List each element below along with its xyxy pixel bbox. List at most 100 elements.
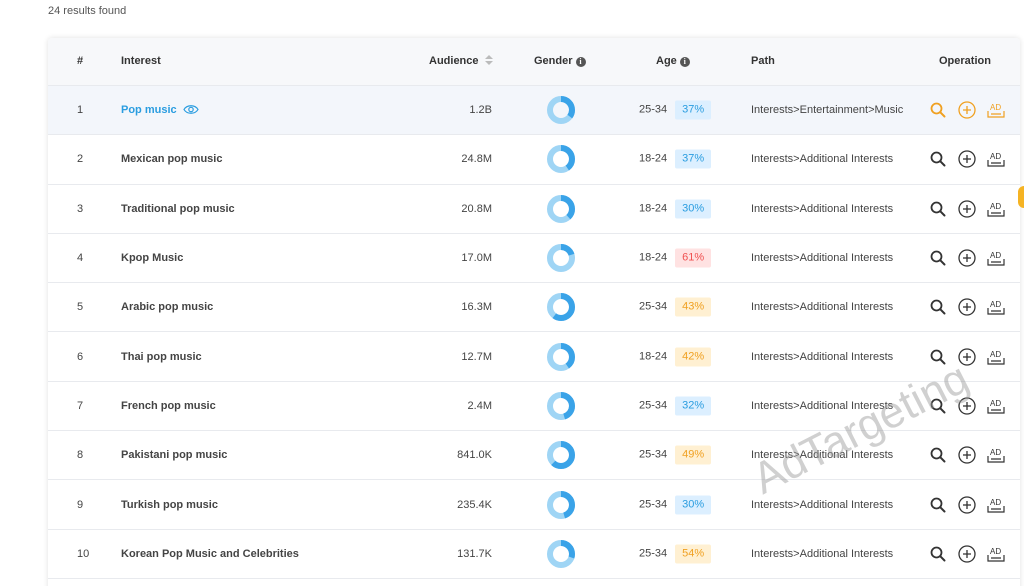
age-cell: 25-34 32%	[639, 396, 712, 416]
audience-size: 1.2B	[469, 104, 492, 117]
ad-icon-text: AD	[990, 152, 1001, 161]
interest-label: Mexican pop music	[121, 153, 223, 166]
plus-circle-icon[interactable]	[957, 445, 977, 465]
interest-name: Kpop Music	[121, 252, 183, 264]
plus-circle-icon[interactable]	[957, 100, 977, 120]
gender-donut-chart	[547, 342, 575, 371]
search-icon[interactable]	[928, 544, 948, 564]
ad-icon-text: AD	[990, 103, 1001, 112]
interest-path: Interests>Additional Interests	[751, 399, 894, 412]
header-number: #	[77, 55, 84, 67]
interest-path: Interests>Additional Interests	[751, 252, 894, 265]
search-icon[interactable]	[928, 199, 948, 219]
plus-circle-icon[interactable]	[957, 149, 977, 169]
table-row: 9 Turkish pop music 235.4K 25-34 30% Inte…	[48, 480, 1020, 530]
operation-group: AD	[928, 297, 1008, 317]
plus-circle-icon[interactable]	[957, 297, 977, 317]
interest-path: Interests>Entertainment>Music	[751, 104, 904, 117]
age-range: 25-34	[639, 547, 668, 560]
gender-donut-chart	[547, 391, 575, 420]
row-number: 5	[77, 301, 84, 314]
interest-name: Turkish pop music	[121, 499, 218, 511]
age-cell: 25-34 43%	[639, 297, 712, 317]
row-number: 8	[77, 449, 84, 462]
interest-label: French pop music	[121, 399, 216, 412]
interest-label: Kpop Music	[121, 252, 184, 265]
header-path: Path	[751, 55, 775, 67]
interest-name: Pakistani pop music	[121, 449, 227, 461]
interest-name: Mexican pop music	[121, 153, 222, 165]
audience-size: 20.8M	[461, 202, 492, 215]
age-range: 25-34	[639, 300, 668, 313]
gender-donut-chart	[547, 539, 575, 568]
search-icon[interactable]	[928, 248, 948, 268]
interest-path: Interests>Additional Interests	[751, 202, 894, 215]
table-row: 10 Korean Pop Music and Celebrities 131.…	[48, 530, 1020, 579]
side-scroll-handle[interactable]	[1018, 186, 1024, 208]
row-number: 6	[77, 350, 84, 363]
ad-icon-text: AD	[990, 399, 1001, 408]
interest-path: Interests>Additional Interests	[751, 449, 894, 462]
plus-circle-icon[interactable]	[957, 495, 977, 515]
audience-size: 2.4M	[467, 399, 492, 412]
gender-donut-chart	[547, 293, 575, 322]
ad-icon[interactable]: AD	[986, 495, 1006, 515]
audience-size: 16.3M	[461, 301, 492, 314]
search-icon[interactable]	[928, 445, 948, 465]
table-row: 3 Traditional pop music 20.8M 18-24 30% I…	[48, 185, 1020, 234]
ad-icon[interactable]: AD	[986, 100, 1006, 120]
ad-icon[interactable]: AD	[986, 347, 1006, 367]
info-icon[interactable]: i	[679, 57, 690, 67]
interest-label[interactable]: Pop music	[121, 104, 177, 117]
interests-table: # Interest Audience Gender i Age i Path Op…	[48, 38, 1020, 586]
results-count: 24 results found	[48, 5, 127, 17]
plus-circle-icon[interactable]	[957, 347, 977, 367]
interest-name[interactable]: Pop music	[121, 104, 199, 116]
ad-icon[interactable]: AD	[986, 544, 1006, 564]
ad-icon[interactable]: AD	[986, 445, 1006, 465]
age-percent-badge: 37%	[675, 149, 712, 169]
search-icon[interactable]	[928, 347, 948, 367]
search-icon[interactable]	[928, 396, 948, 416]
ad-icon[interactable]: AD	[986, 248, 1006, 268]
gender-donut-chart	[547, 96, 575, 125]
search-icon[interactable]	[928, 149, 948, 169]
plus-circle-icon[interactable]	[957, 544, 977, 564]
header-audience-sortable[interactable]: Audience	[429, 55, 493, 67]
age-range: 18-24	[639, 202, 668, 215]
operation-group: AD	[928, 396, 1008, 416]
age-percent-badge: 49%	[675, 445, 712, 465]
search-icon[interactable]	[928, 495, 948, 515]
gender-donut-chart	[547, 244, 575, 273]
age-percent-badge: 54%	[675, 544, 712, 564]
plus-circle-icon[interactable]	[957, 396, 977, 416]
gender-donut-chart	[547, 145, 575, 174]
row-number: 4	[77, 252, 84, 265]
table-row: 2 Mexican pop music 24.8M 18-24 37% Inter…	[48, 135, 1020, 185]
gender-donut-male	[547, 96, 575, 125]
interest-path: Interests>Additional Interests	[751, 153, 894, 166]
sort-icon[interactable]	[484, 55, 493, 65]
search-icon[interactable]	[928, 100, 948, 120]
plus-circle-icon[interactable]	[957, 248, 977, 268]
eye-icon[interactable]	[182, 104, 199, 115]
table-row: 6 Thai pop music 12.7M 18-24 42% Interest…	[48, 332, 1020, 382]
interest-path: Interests>Additional Interests	[751, 301, 894, 314]
age-cell: 25-34 49%	[639, 445, 712, 465]
plus-circle-icon[interactable]	[957, 199, 977, 219]
age-range: 25-34	[639, 498, 668, 511]
search-icon[interactable]	[928, 297, 948, 317]
row-number: 9	[77, 498, 84, 511]
table-row: 4 Kpop Music 17.0M 18-24 61% Interests>Ad…	[48, 234, 1020, 284]
operation-group: AD	[928, 100, 1008, 120]
gender-donut-male	[547, 391, 575, 420]
age-range: 25-34	[639, 399, 668, 412]
audience-size: 841.0K	[457, 449, 492, 462]
ad-icon[interactable]: AD	[986, 396, 1006, 416]
ad-icon[interactable]: AD	[986, 297, 1006, 317]
ad-icon[interactable]: AD	[986, 199, 1006, 219]
info-icon[interactable]: i	[575, 57, 586, 67]
age-cell: 25-34 37%	[639, 100, 712, 120]
age-range: 18-24	[639, 350, 668, 363]
ad-icon[interactable]: AD	[986, 149, 1006, 169]
